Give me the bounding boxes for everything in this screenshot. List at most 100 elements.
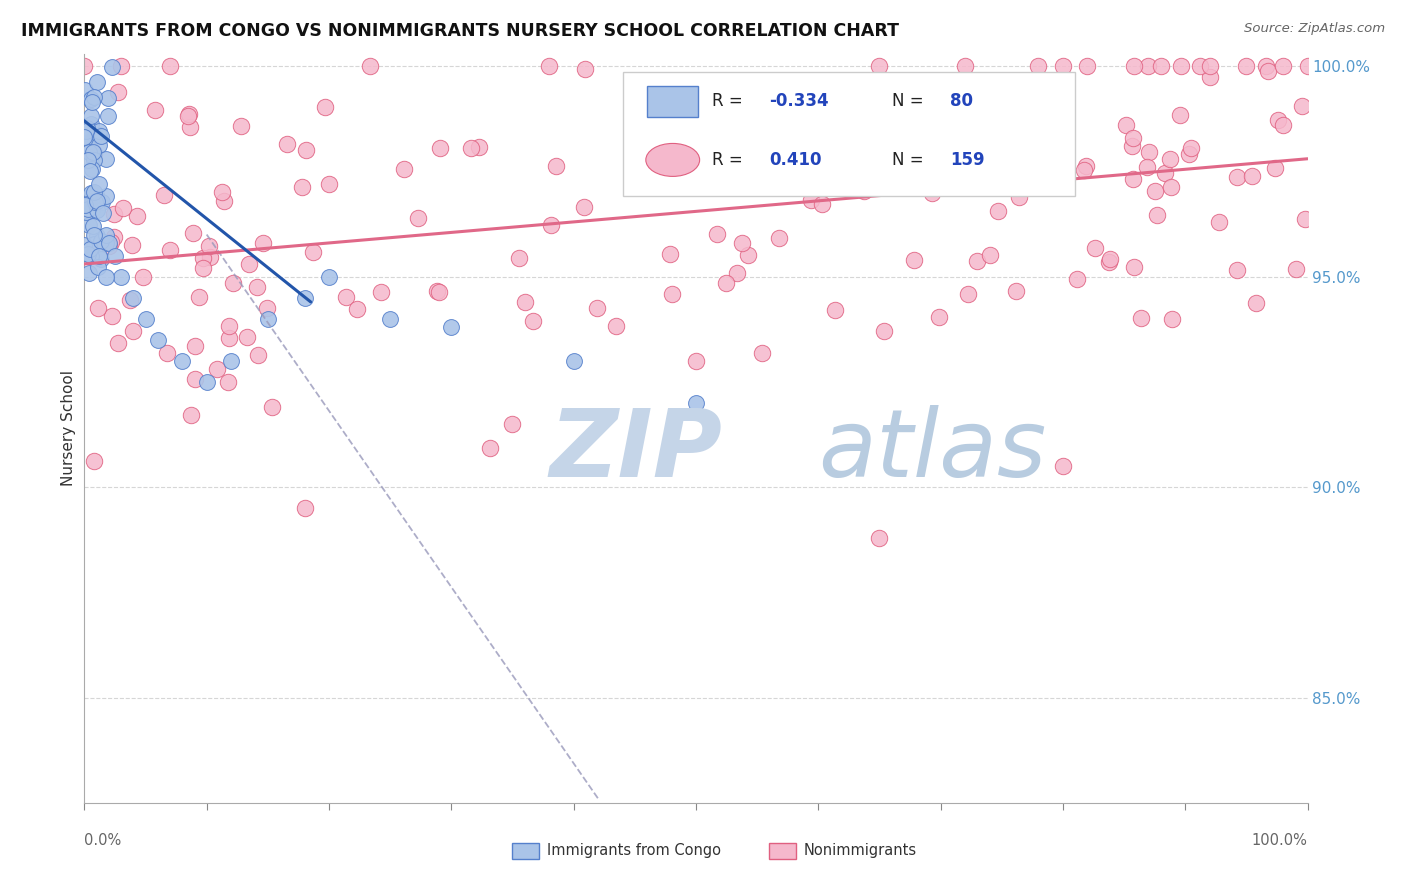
Point (83, 237, 105, 252)
Point (111, 201, 134, 215)
Point (218, 331, 240, 345)
Point (256, 301, 278, 316)
Point (952, 99, 974, 113)
Point (97, 91, 120, 105)
Point (76, 138, 98, 153)
Point (172, 353, 194, 368)
Point (841, 149, 863, 163)
Point (84, 187, 107, 202)
Point (1031, 141, 1053, 155)
Point (1168, 108, 1191, 122)
Point (153, 188, 176, 202)
Point (995, 127, 1018, 141)
Point (83, 186, 105, 200)
Point (276, 137, 298, 152)
Point (205, 362, 228, 376)
Point (1066, 272, 1088, 286)
Point (218, 318, 240, 333)
Point (869, 59, 891, 73)
Point (257, 311, 280, 326)
Point (1098, 252, 1121, 266)
Text: 159: 159 (950, 151, 986, 169)
Text: R =: R = (711, 151, 742, 169)
Text: Source: ZipAtlas.com: Source: ZipAtlas.com (1244, 22, 1385, 36)
Text: 80: 80 (950, 92, 973, 110)
Point (979, 120, 1001, 134)
Point (79, 242, 101, 256)
Point (1254, 59, 1277, 73)
Point (768, 231, 790, 245)
Point (82, 161, 104, 176)
Point (429, 141, 451, 155)
Point (1076, 59, 1098, 73)
Text: N =: N = (891, 151, 924, 169)
Point (685, 396, 707, 410)
Point (159, 243, 181, 257)
Point (180, 408, 202, 422)
Point (294, 143, 316, 157)
Point (77, 123, 100, 137)
Point (200, 250, 222, 264)
Point (1294, 211, 1316, 226)
Point (697, 125, 720, 139)
Point (104, 249, 127, 263)
Point (800, 193, 823, 207)
Point (90, 129, 112, 144)
Point (1008, 189, 1031, 203)
Point (513, 295, 536, 310)
Point (1240, 169, 1263, 183)
Point (76, 121, 98, 136)
Point (1198, 59, 1220, 73)
Point (294, 501, 316, 516)
Point (562, 353, 585, 368)
Point (184, 339, 207, 353)
Point (1267, 112, 1289, 127)
Point (962, 86, 984, 100)
Point (1264, 161, 1286, 175)
Point (79, 92, 101, 106)
Point (1098, 254, 1121, 268)
Point (1025, 157, 1047, 171)
Point (247, 348, 270, 362)
Text: Immigrants from Congo: Immigrants from Congo (547, 843, 721, 858)
Text: 0.0%: 0.0% (84, 833, 121, 847)
Point (318, 269, 340, 284)
Point (572, 200, 595, 214)
Point (1226, 262, 1249, 277)
Point (94, 153, 117, 167)
Text: R =: R = (711, 92, 742, 110)
Point (246, 279, 269, 293)
Point (77, 219, 100, 233)
Point (508, 251, 530, 265)
Point (80, 202, 103, 217)
Point (1073, 163, 1095, 178)
Point (87, 177, 110, 191)
Point (1046, 136, 1069, 151)
Point (1178, 147, 1201, 161)
Point (80, 250, 103, 264)
Point (83, 146, 105, 161)
Point (146, 333, 169, 347)
Point (314, 100, 336, 114)
Point (346, 301, 368, 316)
Point (1236, 59, 1258, 73)
Point (479, 441, 502, 455)
Point (177, 107, 200, 121)
Point (135, 311, 157, 326)
Point (1115, 118, 1137, 132)
Point (79, 93, 101, 107)
Point (75, 205, 97, 219)
Point (82, 95, 104, 109)
Point (866, 144, 889, 158)
Point (252, 235, 274, 250)
Point (87, 249, 110, 263)
FancyBboxPatch shape (623, 72, 1076, 196)
Point (222, 276, 245, 290)
Point (100, 60, 122, 74)
Point (318, 177, 340, 191)
Point (392, 162, 415, 177)
Text: N =: N = (891, 92, 924, 110)
Point (75, 83, 97, 97)
Point (945, 145, 967, 160)
Point (191, 251, 214, 265)
